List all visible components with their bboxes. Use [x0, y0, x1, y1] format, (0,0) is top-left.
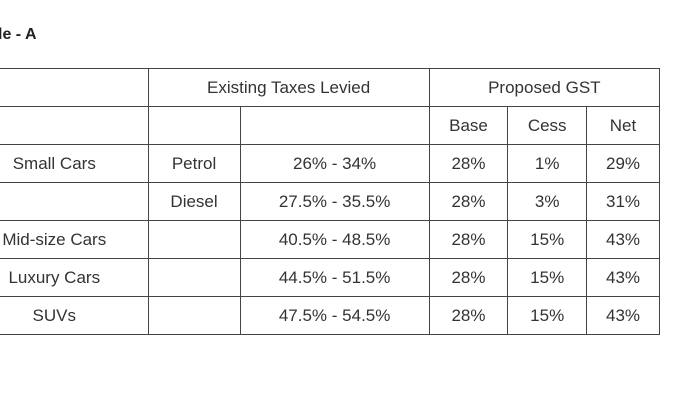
header-proposed-gst: Proposed GST: [428, 68, 661, 107]
table-row: Small Cars Petrol 26% - 34% 28% 1% 29%: [0, 144, 660, 183]
cell-existing: 47.5% - 54.5%: [239, 296, 430, 335]
header-blank: [0, 68, 149, 107]
cell-cess: 3%: [507, 182, 588, 221]
cell-net: 43%: [586, 296, 660, 335]
cell-net: 31%: [586, 182, 660, 221]
cell-net: 43%: [586, 220, 660, 259]
table-row: Mid-size Cars 40.5% - 48.5% 28% 15% 43%: [0, 220, 660, 259]
cell-base: 28%: [428, 144, 509, 183]
cell-fuel: [147, 258, 241, 297]
cell-existing: 40.5% - 48.5%: [239, 220, 430, 259]
cell-category: Mid-size Cars: [0, 220, 149, 259]
cell-category: Luxury Cars: [0, 258, 149, 297]
cell-fuel: [147, 220, 241, 259]
cell-cess: 15%: [507, 258, 588, 297]
cell-category: [0, 182, 149, 221]
header-base: Base: [428, 106, 509, 145]
header-row-sub: Base Cess Net: [0, 106, 660, 145]
header-blank: [147, 106, 241, 145]
table-row: Luxury Cars 44.5% - 51.5% 28% 15% 43%: [0, 258, 660, 297]
cell-base: 28%: [428, 220, 509, 259]
cell-base: 28%: [428, 296, 509, 335]
gst-comparison-table: Existing Taxes Levied Proposed GST Base …: [0, 68, 661, 335]
header-row-groups: Existing Taxes Levied Proposed GST: [0, 68, 661, 107]
cell-cess: 1%: [507, 144, 588, 183]
table-row: Diesel 27.5% - 35.5% 28% 3% 31%: [0, 182, 660, 221]
cell-category: Small Cars: [0, 144, 149, 183]
header-existing-taxes: Existing Taxes Levied: [147, 68, 430, 107]
cell-fuel: Petrol: [147, 144, 241, 183]
cell-category: SUVs: [0, 296, 149, 335]
header-cess: Cess: [507, 106, 588, 145]
cell-existing: 27.5% - 35.5%: [239, 182, 430, 221]
cell-existing: 26% - 34%: [239, 144, 430, 183]
header-blank: [0, 106, 149, 145]
cell-base: 28%: [428, 182, 509, 221]
header-blank: [239, 106, 430, 145]
cell-cess: 15%: [507, 296, 588, 335]
table-title: le - A: [0, 26, 37, 43]
cell-cess: 15%: [507, 220, 588, 259]
header-net: Net: [586, 106, 660, 145]
cell-existing: 44.5% - 51.5%: [239, 258, 430, 297]
cell-net: 43%: [586, 258, 660, 297]
cell-net: 29%: [586, 144, 660, 183]
cell-fuel: Diesel: [147, 182, 241, 221]
table-row: SUVs 47.5% - 54.5% 28% 15% 43%: [0, 296, 660, 335]
cell-base: 28%: [428, 258, 509, 297]
cell-fuel: [147, 296, 241, 335]
